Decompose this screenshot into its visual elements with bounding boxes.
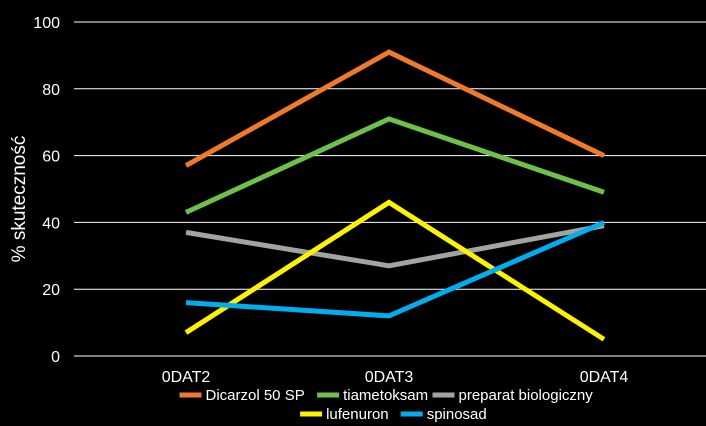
y-tick-label: 20 (42, 282, 60, 299)
legend-label: lufenuron (326, 406, 389, 423)
x-tick-label: 0DAT2 (162, 369, 211, 386)
series-line-5 (185, 220, 605, 319)
gridlines (74, 21, 706, 357)
legend-label: spinosad (427, 406, 487, 423)
legend: Dicarzol 50 SP tiametoksam preparat biolog… (179, 387, 594, 423)
legend-label: Dicarzol 50 SP (206, 387, 305, 404)
y-tick-label: 0 (51, 349, 60, 366)
series-line-1 (184, 49, 606, 168)
x-tick-label: 0DAT4 (580, 369, 629, 386)
y-tick-label: 100 (33, 15, 60, 32)
x-tick-label: 0DAT3 (365, 369, 414, 386)
x-axis-ticks: 0DAT2 0DAT3 0DAT4 (162, 369, 629, 386)
y-axis-title: % skuteczność (9, 136, 30, 263)
series-line-4 (184, 199, 606, 342)
legend-label: tiametoksam (343, 387, 428, 404)
y-tick-label: 60 (42, 149, 60, 166)
y-axis-ticks: 0 20 40 60 80 100 (33, 15, 60, 366)
legend-label: preparat biologiczny (459, 387, 594, 404)
series-line-2 (184, 116, 605, 215)
y-tick-label: 80 (42, 82, 60, 99)
y-tick-label: 40 (42, 215, 60, 232)
series-line-3 (185, 223, 605, 269)
series-lines (184, 49, 606, 342)
